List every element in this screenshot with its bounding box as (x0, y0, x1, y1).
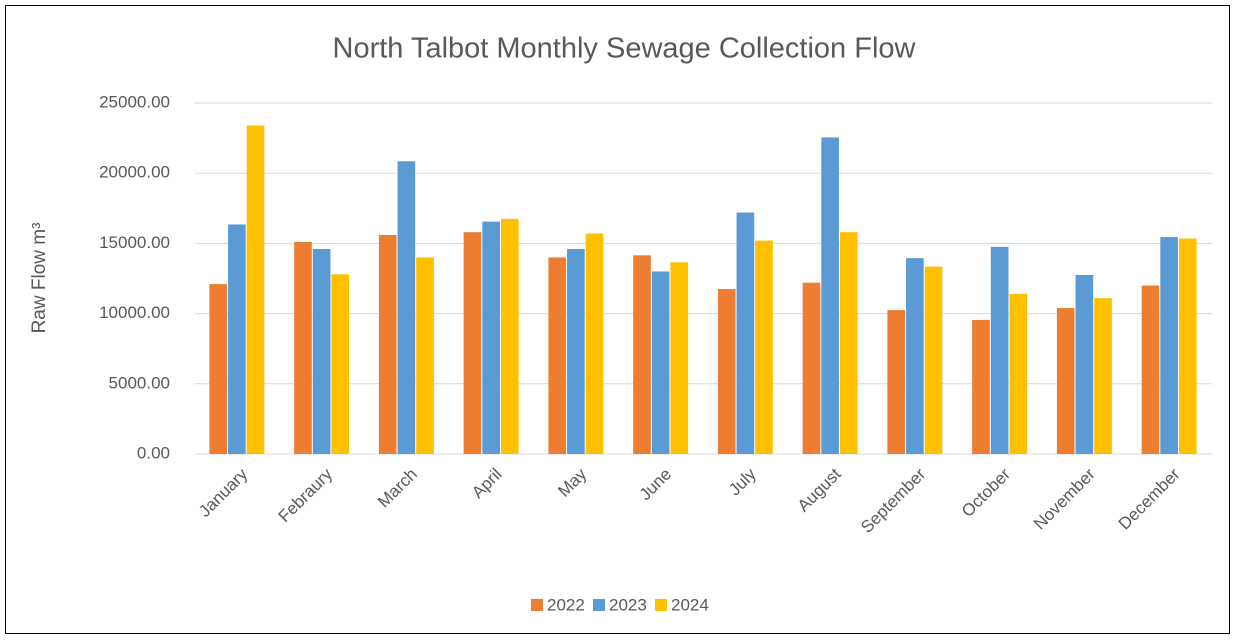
bar (585, 233, 604, 454)
bar (1009, 293, 1028, 454)
bar (209, 284, 228, 454)
bar (416, 257, 434, 454)
bar (1056, 307, 1075, 454)
bar (972, 319, 990, 454)
legend-swatch (531, 599, 543, 611)
bar (887, 310, 906, 454)
bar (294, 241, 312, 454)
bar (839, 232, 858, 454)
legend-swatch (593, 599, 605, 611)
bar (821, 137, 839, 454)
bar (670, 262, 689, 454)
legend-label: 2024 (671, 595, 709, 614)
bar (500, 218, 519, 454)
bar (378, 234, 397, 454)
legend-label: 2023 (609, 595, 647, 614)
bar (312, 249, 331, 454)
bar (1160, 237, 1178, 454)
bar (228, 224, 246, 454)
legend-label: 2022 (547, 595, 585, 614)
y-tick-label: 0.00 (137, 443, 170, 462)
y-tick-label: 25000.00 (99, 92, 170, 111)
y-tick-label: 5000.00 (109, 373, 170, 392)
bar (1075, 274, 1094, 454)
bar (651, 271, 670, 454)
bar (633, 255, 651, 454)
bar (1094, 298, 1112, 454)
y-tick-label: 10000.00 (99, 303, 170, 322)
bar (736, 212, 755, 454)
chart-title: North Talbot Monthly Sewage Collection F… (333, 33, 917, 65)
bar (802, 282, 821, 454)
bar (397, 161, 416, 455)
bar (1141, 285, 1160, 454)
bar (482, 221, 500, 454)
bar (990, 246, 1009, 454)
bar (924, 266, 943, 454)
bar (567, 249, 585, 454)
y-axis-label: Raw Flow m³ (29, 223, 50, 334)
chart-border (5, 5, 1230, 634)
bar (1178, 238, 1197, 454)
legend-swatch (655, 599, 667, 611)
bar (906, 258, 924, 454)
bar (331, 274, 350, 454)
bar (755, 240, 773, 454)
bar (717, 289, 736, 454)
y-tick-label: 15000.00 (99, 233, 170, 252)
bar (548, 257, 567, 454)
bar (463, 232, 482, 454)
bar (246, 125, 265, 455)
y-tick-label: 20000.00 (99, 163, 170, 182)
